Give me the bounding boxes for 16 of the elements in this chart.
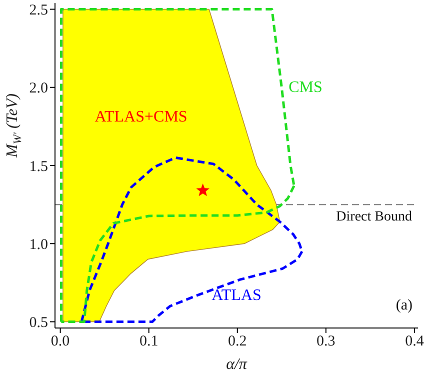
y-tick-label: 2.5	[29, 2, 48, 19]
x-tick-label: 0.1	[139, 334, 158, 350]
y-tick-label: 0.5	[29, 315, 48, 332]
y-tick-label: 2.0	[29, 80, 48, 97]
y-tick-label: 1.5	[29, 158, 48, 175]
x-axis-title: α/π	[226, 356, 248, 371]
annotation: CMS	[288, 79, 322, 96]
y-tick-label: 1.0	[29, 236, 48, 253]
x-tick-label: 0.4	[405, 334, 424, 350]
x-tick-label: 0.0	[50, 334, 70, 350]
ref-line-label: Direct Bound	[336, 210, 412, 225]
x-tick-label: 0.3	[316, 334, 336, 350]
annotation: (a)	[396, 297, 413, 314]
annotation: ATLAS	[212, 287, 262, 304]
x-tick-label: 0.2	[228, 334, 247, 350]
annotation: ATLAS+CMS	[94, 108, 188, 126]
